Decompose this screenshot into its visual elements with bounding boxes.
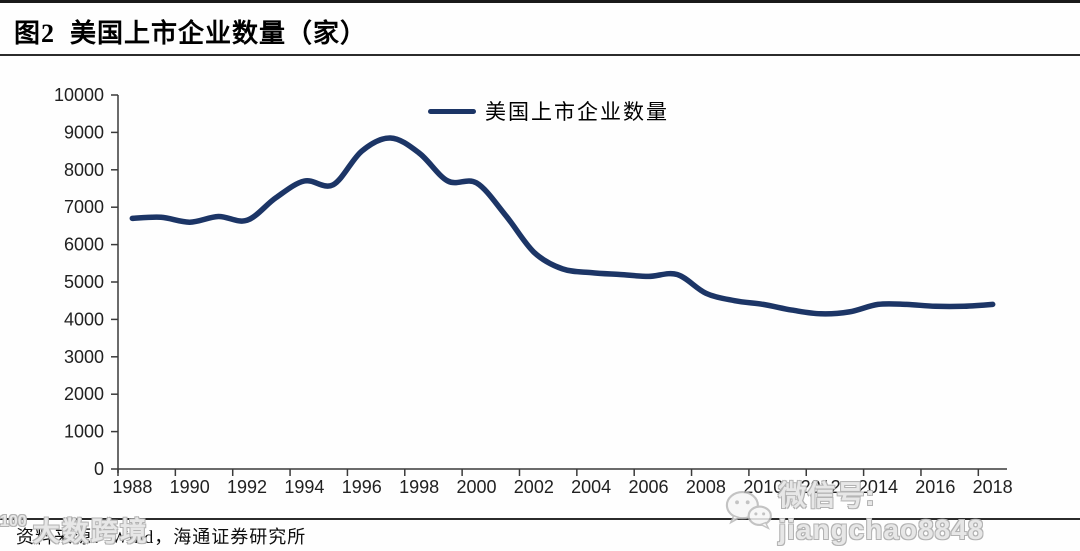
y-tick-label: 0	[94, 459, 104, 479]
y-tick-label: 3000	[64, 347, 104, 367]
y-tick-label: 10000	[54, 85, 104, 105]
figure-title: 图2 美国上市企业数量（家）	[14, 19, 368, 48]
y-tick-label: 7000	[64, 197, 104, 217]
x-tick-label: 2004	[571, 477, 611, 497]
x-tick-label: 2014	[858, 477, 898, 497]
x-tick-label: 1990	[170, 477, 210, 497]
x-tick-label: 2012	[801, 477, 841, 497]
legend-label: 美国上市企业数量	[485, 100, 669, 124]
x-tick-label: 1994	[284, 477, 324, 497]
top-border-rule	[0, 0, 1080, 3]
y-tick-label: 5000	[64, 272, 104, 292]
x-tick-label: 2008	[686, 477, 726, 497]
x-tick-label: 2006	[629, 477, 669, 497]
footer-separator-rule	[0, 518, 1080, 520]
x-tick-label: 1988	[112, 477, 152, 497]
series-line-us-listed-companies	[129, 135, 996, 317]
x-tick-label: 2016	[915, 477, 955, 497]
y-tick-label: 9000	[64, 122, 104, 142]
x-tick-label: 2018	[973, 477, 1013, 497]
x-tick-label: 1996	[342, 477, 382, 497]
y-tick-label: 6000	[64, 235, 104, 255]
x-tick-label: 2010	[743, 477, 783, 497]
legend-line-swatch	[428, 108, 476, 114]
x-tick-label: 2002	[514, 477, 554, 497]
y-tick-label: 2000	[64, 384, 104, 404]
x-tick-label: 1998	[399, 477, 439, 497]
y-tick-label: 1000	[64, 422, 104, 442]
x-tick-label: 1992	[227, 477, 267, 497]
chart-legend: 美国上市企业数量	[428, 96, 669, 126]
title-separator-rule	[0, 54, 1080, 56]
y-tick-label: 8000	[64, 160, 104, 180]
y-tick-label: 4000	[64, 309, 104, 329]
source-note: 资料来源：Wind，海通证券研究所	[16, 527, 307, 547]
x-tick-label: 2000	[456, 477, 496, 497]
